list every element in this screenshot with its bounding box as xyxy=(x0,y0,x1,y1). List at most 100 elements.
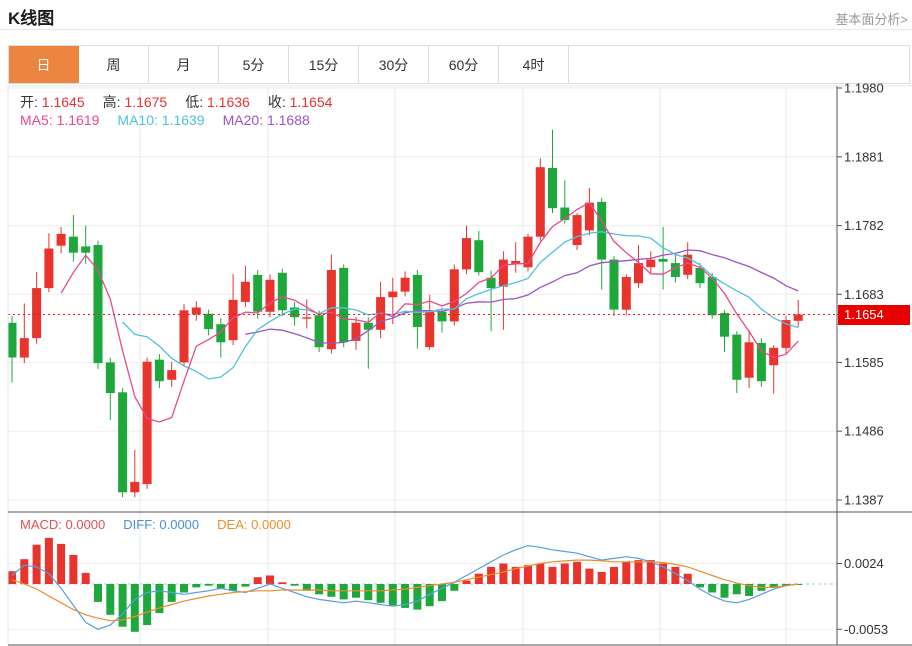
ma10-line xyxy=(122,231,799,380)
candle-body xyxy=(535,167,545,237)
tab-week[interactable]: 周 xyxy=(79,46,149,83)
candle-body xyxy=(732,334,742,380)
macd-bar xyxy=(769,584,778,588)
macd-bar xyxy=(745,584,754,596)
tab-5min[interactable]: 5分 xyxy=(219,46,289,83)
macd-bar xyxy=(610,566,618,584)
macd-bar xyxy=(20,559,29,584)
macd-bar xyxy=(524,565,532,584)
candle-body xyxy=(7,322,17,358)
y-axis-label: 1.1782 xyxy=(844,218,884,233)
candle-body xyxy=(744,342,754,378)
macd-bar xyxy=(573,561,582,584)
macd-bar xyxy=(364,584,373,601)
candle-body xyxy=(683,254,693,275)
tab-4hour[interactable]: 4时 xyxy=(499,46,569,83)
macd-bar xyxy=(32,544,41,584)
candle-body xyxy=(363,322,373,330)
candle-body xyxy=(646,259,656,268)
candle-body xyxy=(511,261,521,264)
candle-body xyxy=(253,274,263,312)
candle-body xyxy=(56,233,66,246)
macd-bar xyxy=(401,584,410,608)
macd-bar xyxy=(180,584,188,593)
macd-bar xyxy=(450,584,459,591)
y-axis-label: 1.1585 xyxy=(844,355,884,370)
ma5-line xyxy=(60,201,799,423)
tab-15min[interactable]: 15分 xyxy=(289,46,359,83)
timeframe-tabbar: 日周月 5分 15分 30分 60分 4时 xyxy=(8,45,910,84)
macd-bar xyxy=(94,584,102,602)
tab-60min[interactable]: 60分 xyxy=(429,46,499,83)
legend-item: MA10: 1.1639 xyxy=(117,112,205,128)
candle-body xyxy=(191,307,201,315)
candle-body xyxy=(584,202,594,231)
macd-bar xyxy=(204,584,213,586)
macd-bar xyxy=(671,566,680,584)
tab-month[interactable]: 月 xyxy=(149,46,219,83)
candle-body xyxy=(93,245,103,364)
macd-bar xyxy=(253,577,262,584)
ma-legend: MA5: 1.1619 MA10: 1.1639 MA20: 1.1688 xyxy=(20,112,328,128)
fundamental-analysis-link[interactable]: 基本面分析> xyxy=(835,12,908,27)
macd-bar xyxy=(8,571,16,584)
candle-body xyxy=(781,320,791,348)
candle-body xyxy=(462,238,471,270)
macd-bar xyxy=(155,584,164,613)
tab-30min[interactable]: 30分 xyxy=(359,46,429,83)
y-axis-label: 1.1683 xyxy=(844,287,884,302)
candle-body xyxy=(634,263,643,284)
candle-body xyxy=(474,240,484,273)
tabbar-spacer xyxy=(569,46,909,83)
y-axis-label: 1.1881 xyxy=(844,149,884,164)
macd-bar xyxy=(278,582,287,584)
legend-item: DEA: 0.0000 xyxy=(217,517,291,532)
macd-bar xyxy=(585,568,594,584)
macd-bar xyxy=(69,555,78,584)
y-axis-label: 0.0024 xyxy=(844,556,884,571)
macd-bar xyxy=(560,563,569,584)
macd-bar xyxy=(44,537,53,584)
legend-item: 低: 1.1636 xyxy=(185,94,250,110)
macd-bar xyxy=(597,572,606,584)
candle-body xyxy=(19,338,29,358)
candle-body xyxy=(560,207,570,220)
tab-day[interactable]: 日 xyxy=(9,46,79,83)
candle-body xyxy=(118,392,128,493)
macd-bar xyxy=(696,584,704,588)
macd-bar xyxy=(413,584,422,610)
header-divider xyxy=(0,29,912,30)
candle-body xyxy=(81,246,91,253)
candle-body xyxy=(204,313,214,330)
candle-body xyxy=(339,267,349,343)
candle-body xyxy=(142,361,152,484)
macd-bar xyxy=(339,584,348,600)
macd-bar xyxy=(81,572,90,584)
legend-item: MA20: 1.1688 xyxy=(222,112,310,128)
macd-bar xyxy=(290,584,299,586)
candle-body xyxy=(179,310,189,363)
candle-body xyxy=(154,359,164,382)
macd-bar xyxy=(438,584,446,602)
candle-body xyxy=(449,269,459,322)
candle-body xyxy=(720,313,729,337)
candle-body xyxy=(597,201,607,260)
y-axis-label: 1.1980 xyxy=(844,81,884,96)
candle-body xyxy=(695,267,705,284)
macd-bar xyxy=(474,573,483,584)
macd-bar xyxy=(57,543,66,584)
candle-body xyxy=(486,277,496,289)
macd-bar xyxy=(192,584,201,588)
candle-body xyxy=(265,279,275,312)
macd-bar xyxy=(499,563,508,584)
macd-bar xyxy=(425,584,434,607)
ohlc-legend: 开: 1.1645 高: 1.1675 低: 1.1636 收: 1.1654 xyxy=(20,92,350,112)
candle-body xyxy=(707,277,717,316)
legend-item: 收: 1.1654 xyxy=(267,94,333,110)
candle-body xyxy=(240,281,250,302)
candle-body xyxy=(769,347,779,366)
macd-bar xyxy=(216,584,225,590)
candle-body xyxy=(68,236,78,253)
